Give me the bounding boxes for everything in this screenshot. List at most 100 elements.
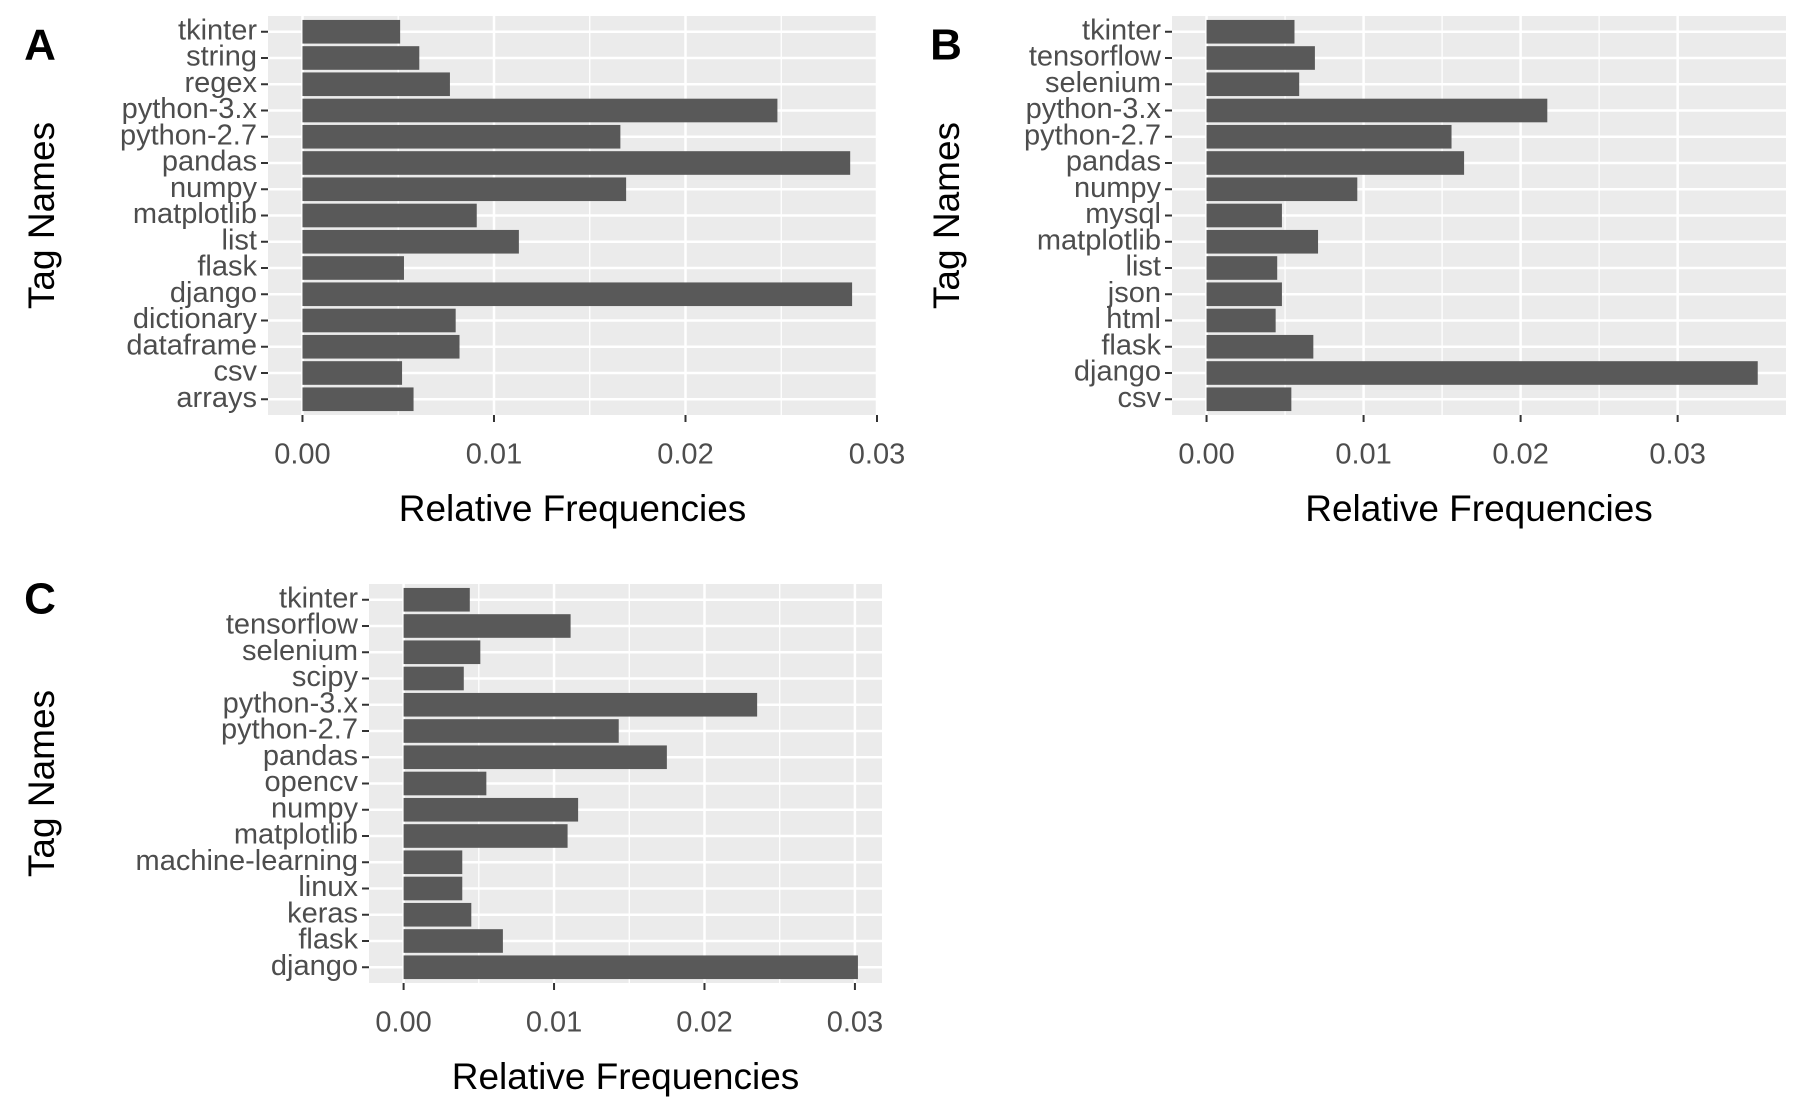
y-tick-label: csv — [1118, 382, 1162, 414]
y-tick-label: dictionary — [133, 303, 258, 335]
y-tick-label: regex — [184, 67, 257, 99]
y-axis-title: Tag Names — [21, 122, 62, 309]
y-tick-label: numpy — [271, 792, 359, 824]
y-tick-label: python-2.7 — [1024, 119, 1161, 151]
bar — [403, 876, 463, 901]
y-tick-label: tkinter — [178, 14, 257, 46]
y-tick-label: matplotlib — [133, 198, 257, 230]
bar — [403, 902, 472, 927]
y-axis-title: Tag Names — [21, 690, 62, 877]
bar — [302, 19, 401, 44]
bar — [1206, 282, 1282, 307]
y-tick-label: django — [1074, 356, 1161, 388]
bar — [403, 587, 470, 612]
y-tick-label: numpy — [1074, 172, 1162, 204]
y-tick-label: csv — [214, 356, 258, 388]
y-axis-title: Tag Names — [926, 122, 967, 309]
bar — [302, 229, 519, 254]
bar — [1206, 19, 1295, 44]
bar — [403, 797, 579, 822]
bar — [302, 151, 851, 175]
x-tick-label: 0.02 — [676, 1007, 732, 1039]
x-tick-label: 0.02 — [1492, 439, 1548, 471]
y-tick-label: tensorflow — [1029, 41, 1162, 73]
bar — [1206, 361, 1758, 385]
y-tick-label: scipy — [292, 661, 359, 693]
y-tick-label: dataframe — [126, 329, 257, 361]
y-tick-label: django — [170, 277, 257, 309]
x-tick-label: 0.01 — [466, 439, 522, 471]
y-tick-label: mysql — [1085, 198, 1161, 230]
panel-title: C — [24, 575, 56, 624]
bar — [302, 361, 403, 385]
y-tick-label: list — [1126, 251, 1161, 283]
y-tick-label: matplotlib — [1037, 224, 1161, 256]
bar — [302, 334, 460, 359]
bar — [302, 72, 450, 97]
panel-title: B — [930, 21, 962, 70]
y-tick-label: json — [1107, 277, 1161, 309]
bar — [302, 124, 621, 149]
y-tick-label: python-3.x — [223, 687, 359, 719]
x-axis-title: Relative Frequencies — [452, 1056, 800, 1097]
bar — [1206, 151, 1465, 175]
bar — [1206, 46, 1315, 70]
y-tick-label: python-3.x — [1026, 93, 1162, 125]
y-tick-label: tkinter — [1082, 14, 1161, 46]
x-tick-label: 0.03 — [1649, 439, 1705, 471]
y-tick-label: arrays — [176, 382, 257, 414]
x-tick-label: 0.01 — [1335, 439, 1391, 471]
bar — [1206, 203, 1282, 228]
x-tick-label: 0.00 — [274, 439, 330, 471]
bar — [403, 640, 481, 665]
y-tick-label: opencv — [264, 766, 358, 798]
y-tick-label: python-3.x — [122, 93, 258, 125]
y-tick-label: string — [186, 41, 257, 73]
bar — [1206, 334, 1314, 359]
y-tick-label: linux — [298, 871, 358, 903]
panel-title: A — [24, 21, 56, 70]
bar — [403, 719, 619, 743]
y-tick-label: list — [222, 224, 257, 256]
x-tick-label: 0.02 — [657, 439, 713, 471]
x-tick-label: 0.01 — [526, 1007, 582, 1039]
bar — [302, 203, 477, 228]
y-tick-label: flask — [197, 251, 257, 283]
bar — [403, 666, 464, 691]
y-tick-label: pandas — [1066, 146, 1161, 178]
bar — [1206, 98, 1548, 123]
x-axis-title: Relative Frequencies — [399, 488, 747, 529]
bar — [302, 98, 778, 123]
y-tick-label: flask — [298, 924, 358, 956]
y-tick-label: pandas — [263, 740, 358, 772]
bar — [403, 850, 463, 875]
bar — [403, 771, 487, 796]
y-tick-label: html — [1106, 303, 1161, 335]
x-tick-label: 0.00 — [375, 1007, 431, 1039]
bar — [403, 745, 667, 770]
bar — [403, 929, 503, 953]
bar — [302, 177, 627, 202]
x-tick-label: 0.03 — [827, 1007, 883, 1039]
bar — [1206, 177, 1358, 202]
y-tick-label: python-2.7 — [221, 714, 358, 746]
y-tick-label: numpy — [170, 172, 258, 204]
y-tick-label: tkinter — [279, 582, 358, 614]
bar — [302, 282, 853, 307]
bar — [302, 387, 414, 412]
y-tick-label: matplotlib — [234, 819, 358, 851]
y-tick-label: pandas — [162, 146, 257, 178]
bar — [1206, 387, 1292, 412]
x-axis-title: Relative Frequencies — [1305, 488, 1653, 529]
y-tick-label: flask — [1101, 329, 1161, 361]
bar — [1206, 229, 1319, 254]
bar — [302, 308, 456, 333]
bar — [403, 955, 858, 980]
y-tick-label: keras — [287, 897, 358, 929]
x-tick-label: 0.00 — [1178, 439, 1234, 471]
bar — [1206, 72, 1300, 97]
bar — [403, 692, 758, 717]
y-tick-label: machine-learning — [136, 845, 358, 877]
bar — [1206, 124, 1452, 149]
